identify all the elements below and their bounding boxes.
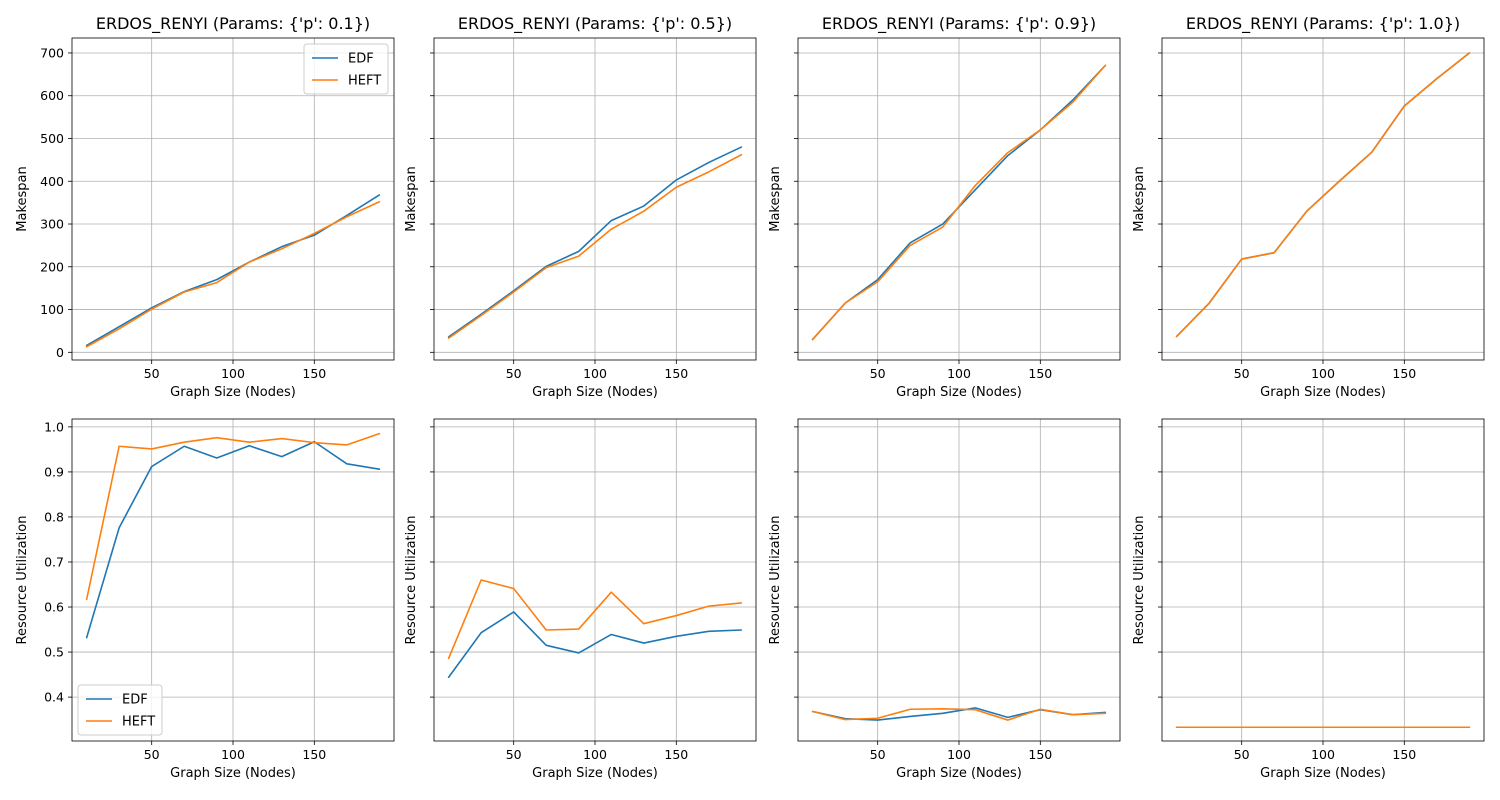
y-axis-label: Makespan <box>1132 166 1147 231</box>
x-tick-label: 50 <box>506 747 522 762</box>
chart-panel-3: 50 100 150 ERDOS_RENYI (Params: {'p': 0.9})… <box>768 14 1121 400</box>
x-tick-label: 50 <box>144 747 160 762</box>
legend-label-edf: EDF <box>348 52 374 67</box>
legend-label-heft: HEFT <box>348 74 381 89</box>
y-tick-label: 0.9 <box>44 464 64 479</box>
axes-frame <box>797 418 1121 742</box>
y-axis-label: Makespan <box>404 166 419 231</box>
y-axis-label: Makespan <box>768 166 783 231</box>
x-axis-label: Graph Size (Nodes) <box>170 766 296 781</box>
chart-title: ERDOS_RENYI (Params: {'p': 0.9}) <box>822 14 1096 34</box>
x-tick-label: 100 <box>583 366 607 381</box>
x-tick-label: 150 <box>664 366 688 381</box>
x-axis-label: Graph Size (Nodes) <box>896 766 1022 781</box>
x-tick-label: 150 <box>664 747 688 762</box>
axes-frame <box>1161 418 1485 742</box>
legend-label-edf: EDF <box>122 693 148 708</box>
x-axis-label: Graph Size (Nodes) <box>170 385 296 400</box>
y-tick-label: 0.7 <box>44 554 64 569</box>
x-tick-label: 100 <box>1311 747 1335 762</box>
series-line-heft <box>85 432 381 601</box>
y-tick-label: 0.6 <box>44 600 64 615</box>
series-line-heft <box>811 707 1107 721</box>
x-tick-label: 100 <box>947 366 971 381</box>
x-axis-label: Graph Size (Nodes) <box>532 385 658 400</box>
x-axis-label: Graph Size (Nodes) <box>1260 385 1386 400</box>
series-line-heft <box>447 153 743 339</box>
x-tick-label: 150 <box>1392 747 1416 762</box>
axes-frame <box>71 37 395 361</box>
y-tick-label: 0 <box>56 345 64 360</box>
x-tick-label: 150 <box>1028 366 1052 381</box>
y-axis-label: Resource Utilization <box>1132 516 1147 645</box>
legend: EDF HEFT <box>303 43 389 95</box>
axes-frame <box>71 418 395 742</box>
x-tick-label: 100 <box>221 366 245 381</box>
chart-panel-2: 50 100 150 ERDOS_RENYI (Params: {'p': 0.5})… <box>404 14 757 400</box>
chart-title: ERDOS_RENYI (Params: {'p': 0.1}) <box>96 14 370 34</box>
x-axis-label: Graph Size (Nodes) <box>1260 766 1386 781</box>
y-tick-label: 0.8 <box>44 509 64 524</box>
x-tick-label: 100 <box>221 747 245 762</box>
axes-frame <box>433 418 757 742</box>
chart-panel-1: 50 100 150 0 100 200 300 400 500 600 700 ERDOS_RENY… <box>15 14 395 400</box>
x-tick-label: 100 <box>583 747 607 762</box>
x-tick-label: 100 <box>947 747 971 762</box>
chart-panel-8: 50 100 150 Graph Size (Nodes) Resource Utili… <box>1132 418 1485 781</box>
x-axis-label: Graph Size (Nodes) <box>532 766 658 781</box>
x-tick-label: 150 <box>1028 747 1052 762</box>
x-tick-label: 50 <box>506 366 522 381</box>
y-tick-label: 100 <box>40 302 64 317</box>
chart-panel-6: 50 100 150 Graph Size (Nodes) Resource Utili… <box>404 418 757 781</box>
series-line-heft <box>811 64 1107 341</box>
chart-title: ERDOS_RENYI (Params: {'p': 0.5}) <box>458 14 732 34</box>
y-tick-label: 0.5 <box>44 645 64 660</box>
x-tick-label: 50 <box>1234 366 1250 381</box>
x-axis-label: Graph Size (Nodes) <box>896 385 1022 400</box>
chart-panel-5: 50 100 150 0.4 0.5 0.6 0.7 0.8 0.9 1.0 Graph Size … <box>15 418 395 781</box>
series-line-edf <box>85 440 381 639</box>
x-tick-label: 50 <box>870 366 886 381</box>
y-tick-label: 700 <box>40 45 64 60</box>
series-line-edf <box>447 611 743 679</box>
series-line-heft <box>447 579 743 660</box>
legend-label-heft: HEFT <box>122 715 155 730</box>
x-tick-label: 50 <box>870 747 886 762</box>
y-tick-label: 500 <box>40 131 64 146</box>
y-tick-label: 1.0 <box>44 419 64 434</box>
x-tick-label: 150 <box>1392 366 1416 381</box>
y-axis-label: Resource Utilization <box>15 516 30 645</box>
y-tick-label: 0.4 <box>44 690 64 705</box>
axes-frame <box>797 37 1121 361</box>
legend-box <box>77 684 163 736</box>
legend-box <box>303 43 389 95</box>
y-axis-label: Resource Utilization <box>404 516 419 645</box>
axes-frame <box>433 37 757 361</box>
chart-panel-4: 50 100 150 ERDOS_RENYI (Params: {'p': 1.0})… <box>1132 14 1485 400</box>
y-tick-label: 300 <box>40 217 64 232</box>
series-line-edf <box>447 146 743 338</box>
y-tick-label: 600 <box>40 88 64 103</box>
y-tick-label: 400 <box>40 174 64 189</box>
axes-frame <box>1161 37 1485 361</box>
x-tick-label: 100 <box>1311 366 1335 381</box>
chart-panel-7: 50 100 150 Graph Size (Nodes) Resource Utili… <box>768 418 1121 781</box>
x-tick-label: 50 <box>144 366 160 381</box>
x-tick-label: 150 <box>302 366 326 381</box>
series-line-heft <box>85 200 381 348</box>
x-tick-label: 150 <box>302 747 326 762</box>
y-axis-label: Makespan <box>15 166 30 231</box>
y-tick-label: 200 <box>40 259 64 274</box>
x-tick-label: 50 <box>1234 747 1250 762</box>
legend: EDF HEFT <box>77 684 163 736</box>
y-axis-label: Resource Utilization <box>768 516 783 645</box>
chart-title: ERDOS_RENYI (Params: {'p': 1.0}) <box>1186 14 1460 34</box>
series-line-heft <box>1175 52 1471 338</box>
